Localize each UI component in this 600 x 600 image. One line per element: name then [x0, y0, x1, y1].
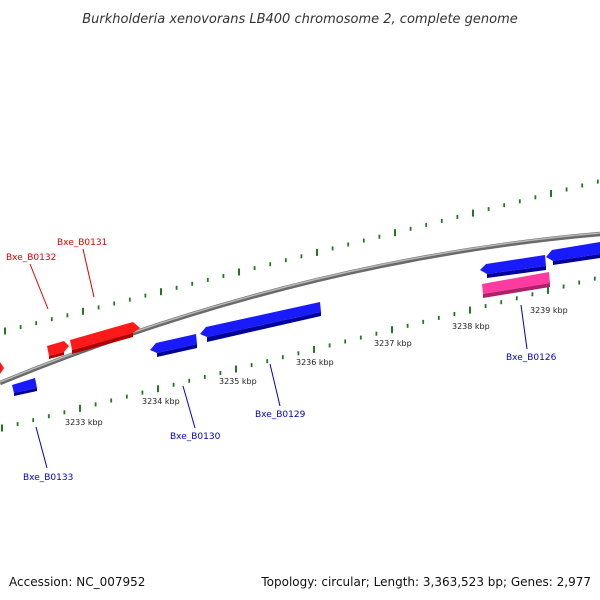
scale-labels: 3233 kbp 3234 kbp 3235 kbp 3236 kbp 3237… [65, 306, 568, 427]
scale-label-3233: 3233 kbp [65, 418, 103, 427]
scale-label-3236: 3236 kbp [296, 358, 334, 367]
gene-bxe-b0130-feature[interactable] [150, 334, 197, 357]
gene-label-bxe-b0126[interactable]: Bxe_B0126 [506, 353, 557, 363]
gene-bxe-b0133-feature[interactable] [12, 378, 37, 396]
gene-label-bxe-b0132[interactable]: Bxe_B0132 [6, 253, 56, 263]
scale-label-3234: 3234 kbp [142, 397, 180, 406]
map-title: Burkholderia xenovorans LB400 chromosome… [82, 12, 518, 27]
gene-leader-lines [29, 248, 528, 469]
accession-text: Accession: NC_007952 [9, 575, 145, 589]
scale-label-3235: 3235 kbp [219, 377, 257, 386]
gene-label-bxe-b0133[interactable]: Bxe_B0133 [23, 473, 73, 483]
gene-bxe-b0127-feature[interactable] [480, 255, 546, 278]
gene-bxe-b0126-feature[interactable] [482, 272, 550, 298]
gene-offscreen-right-feature[interactable] [546, 242, 600, 265]
gene-bxe-b0131-feature[interactable] [70, 322, 140, 354]
gene-bxe-b0129-feature[interactable] [200, 302, 321, 342]
gene-offscreen-left-feature[interactable] [0, 362, 4, 374]
topology-text: Topology: circular; Length: 3,363,523 bp… [260, 575, 591, 589]
tick-marks [1, 179, 599, 432]
gene-features [0, 242, 600, 396]
gene-bxe-b0132-feature[interactable] [47, 341, 69, 359]
gene-labels: Bxe_B0131 Bxe_B0132 Bxe_B0126 Bxe_B0129 … [6, 238, 557, 483]
scale-label-3239: 3239 kbp [530, 306, 568, 315]
scale-label-3238: 3238 kbp [452, 322, 490, 331]
gene-label-bxe-b0129[interactable]: Bxe_B0129 [255, 410, 306, 420]
scale-label-3237: 3237 kbp [374, 339, 412, 348]
gene-label-bxe-b0130[interactable]: Bxe_B0130 [170, 432, 221, 442]
gene-label-bxe-b0131[interactable]: Bxe_B0131 [57, 238, 107, 248]
